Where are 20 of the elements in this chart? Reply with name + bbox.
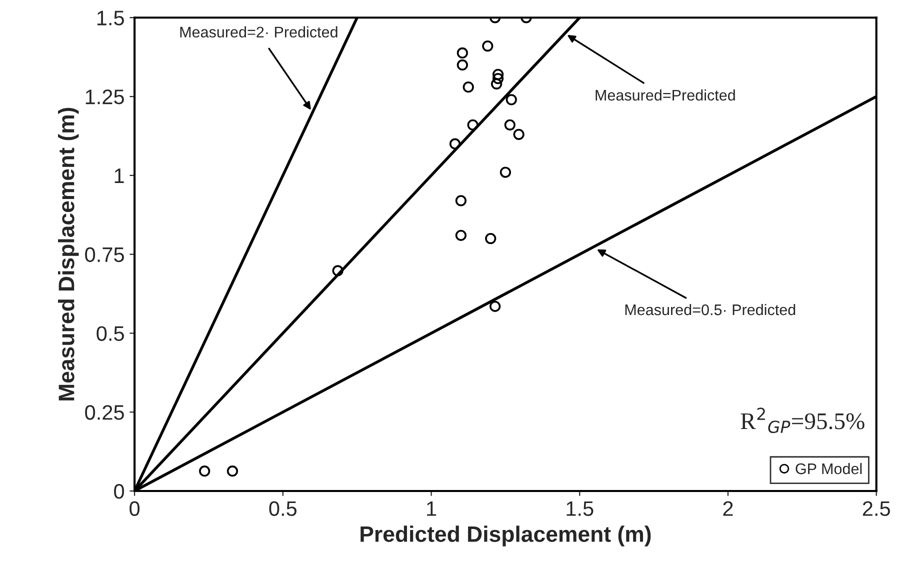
y-tick-label: 0.5 xyxy=(96,326,124,341)
x-tick-label: 0 xyxy=(130,501,140,516)
x-tick-label: 2.5 xyxy=(862,501,890,516)
annotation: Measured=2· Predicted xyxy=(180,26,338,38)
y-tick-label: 0.25 xyxy=(85,405,124,420)
x-tick-label: 0.5 xyxy=(269,501,297,516)
y-tick-label: 1.5 xyxy=(97,10,124,26)
y-axis-title: Measured Displacement (m) xyxy=(58,108,79,400)
annotation: R$^{2}$$_{GP}$=95.5% xyxy=(740,408,864,434)
y-tick-label: 0.75 xyxy=(85,247,124,262)
legend-label: GP Model xyxy=(796,462,862,474)
x-axis-title: Predicted Displacement (m) xyxy=(360,526,651,546)
y-tick-label: 1.25 xyxy=(86,90,124,104)
x-tick-label: 2 xyxy=(723,501,733,516)
x-tick-label: 1.5 xyxy=(566,501,594,516)
y-tick-label: 1 xyxy=(114,168,124,183)
y-tick-label: 0 xyxy=(114,484,124,499)
annotation: Measured=Predicted xyxy=(596,89,735,101)
x-tick-label: 1 xyxy=(427,501,436,516)
annotation: Measured=0.5· Predicted xyxy=(625,304,796,316)
